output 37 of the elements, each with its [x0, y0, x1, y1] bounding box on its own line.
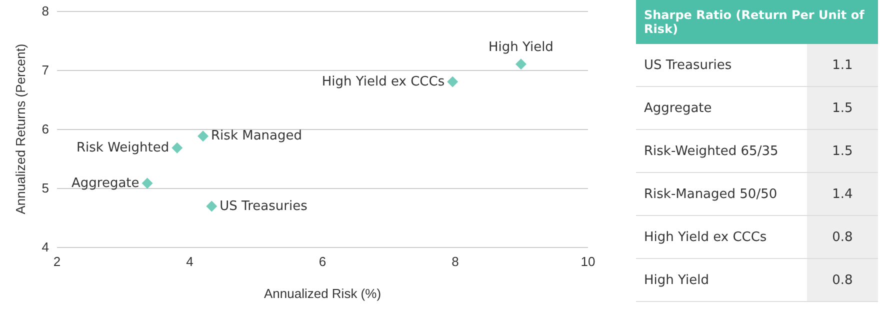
- category-label: Risk-Weighted 65/35: [636, 130, 807, 172]
- category-label: High Yield ex CCCs: [636, 216, 807, 258]
- annotation: US Treasuries: [220, 198, 308, 214]
- data-label: 0.8: [807, 216, 878, 258]
- x-axis-title: Annualized Risk (%): [264, 286, 382, 301]
- category-label: Risk-Managed 50/50: [636, 172, 807, 216]
- category-label: Aggregate: [636, 86, 807, 130]
- data-label: 1.1: [807, 44, 878, 86]
- y-tick-label: 5: [42, 180, 49, 196]
- y-tick-label: 6: [42, 122, 49, 136]
- data-label: 1.5: [807, 86, 878, 130]
- y-axis-title: Annualized Returns (Percent): [13, 44, 28, 214]
- annotation: Aggregate: [71, 176, 140, 191]
- point: [206, 200, 218, 212]
- annotation: High Yield: [488, 40, 554, 56]
- data-label: 1.5: [807, 130, 878, 172]
- category-label: High Yield: [636, 258, 807, 302]
- annotation: High Yield ex CCCs: [322, 74, 445, 90]
- x-tick-label: 2: [53, 254, 61, 269]
- point: [447, 76, 458, 88]
- point: [142, 178, 153, 189]
- annotation: Risk Weighted: [76, 140, 170, 156]
- y-tick-label: 7: [42, 62, 49, 78]
- point: [515, 58, 526, 70]
- y-tick-label: 8: [42, 4, 49, 18]
- y-tick-label: 4: [42, 240, 49, 254]
- annotation: Risk Managed: [211, 128, 302, 144]
- data-label: 0.8: [807, 258, 878, 302]
- point: [198, 130, 209, 142]
- x-tick-label: 4: [186, 254, 194, 269]
- point: [172, 142, 183, 154]
- x-tick-label: 8: [452, 254, 459, 269]
- data-label: 1.4: [807, 172, 878, 216]
- x-tick-label: 10: [580, 254, 596, 269]
- category-label: US Treasuries: [636, 44, 807, 86]
- x-tick-label: 6: [318, 254, 326, 269]
- text: Sharpe Ratio (Return Per Unit of Risk): [636, 0, 878, 44]
